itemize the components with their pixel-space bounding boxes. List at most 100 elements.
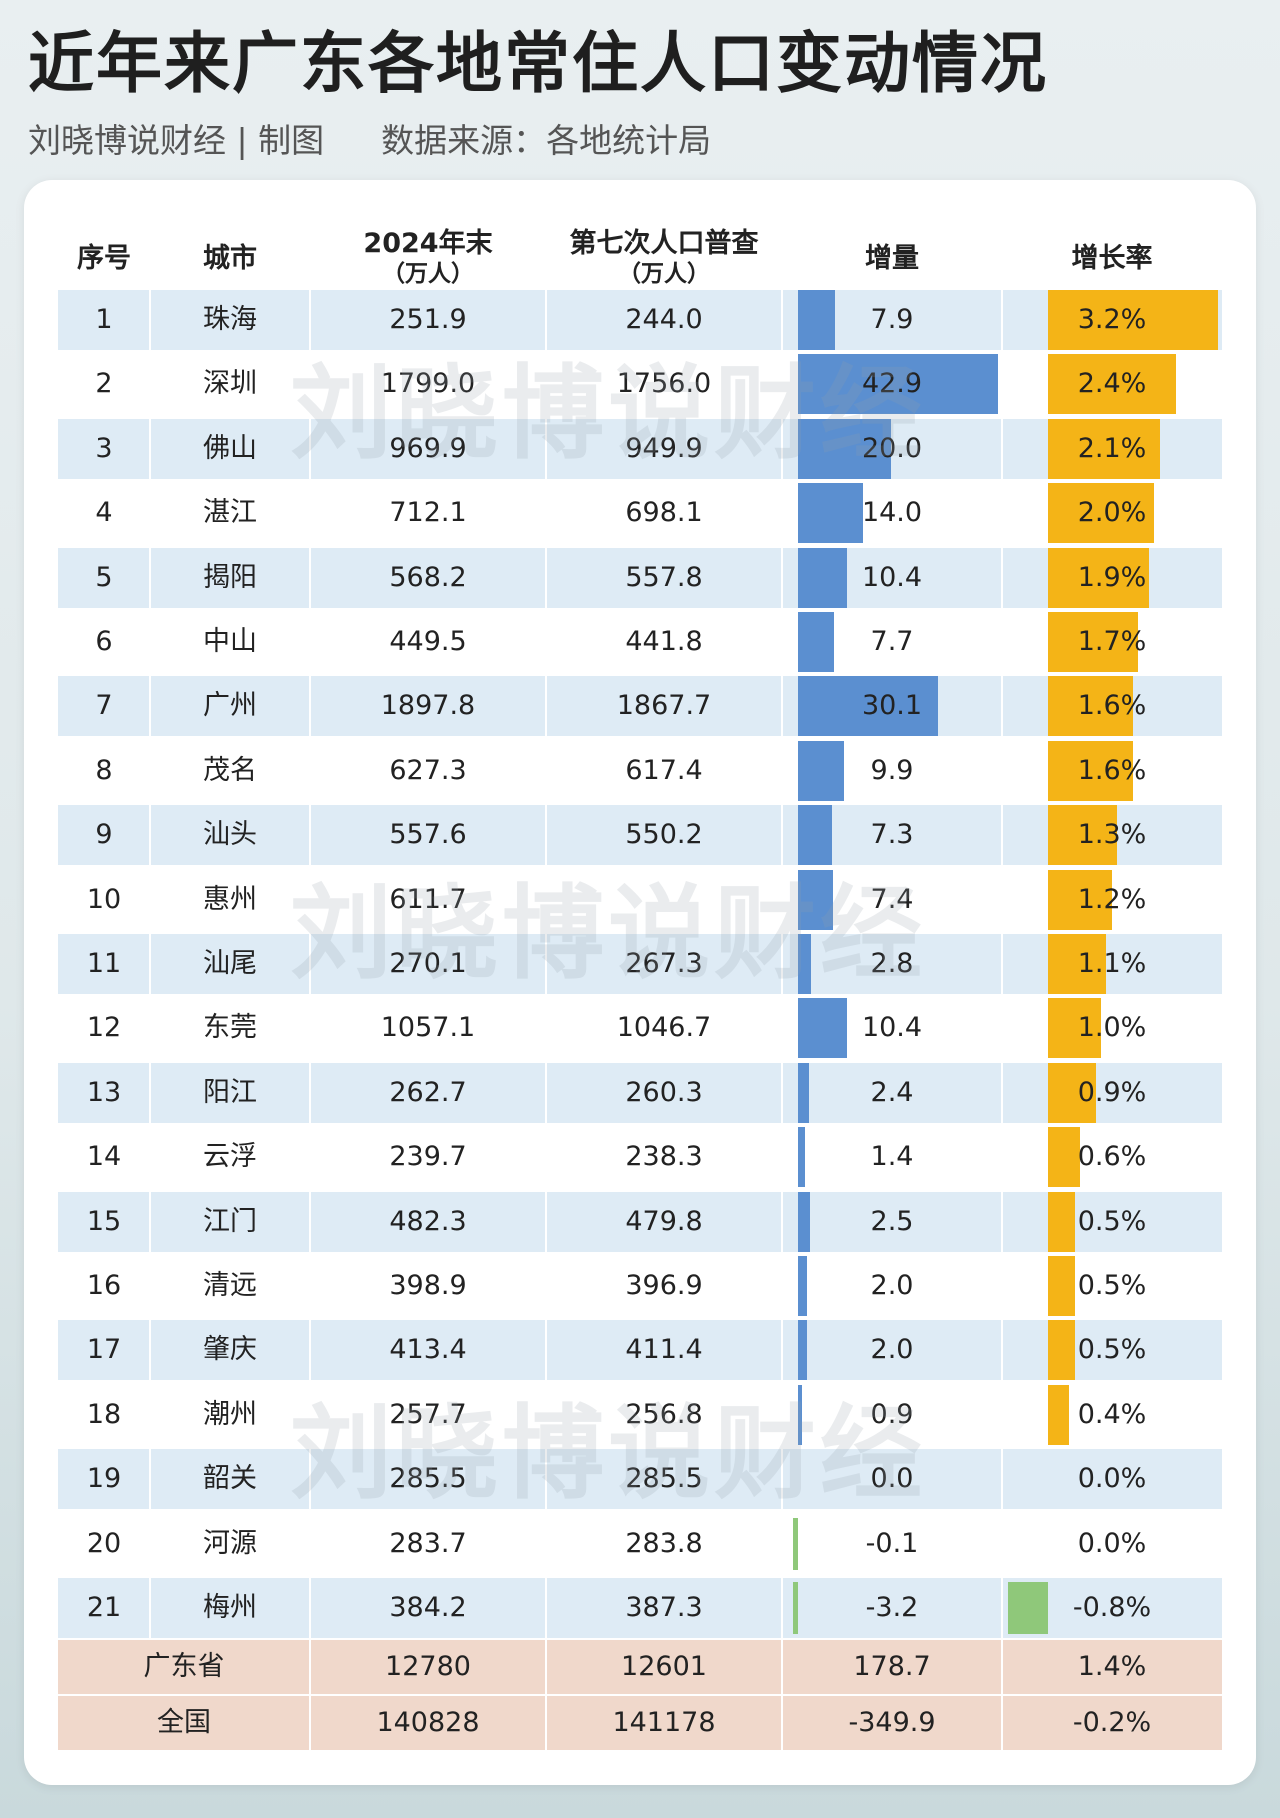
- column-divider: [149, 612, 151, 672]
- summary-rate-cell: -0.2%: [1072, 1707, 1152, 1739]
- city-cell: 汕尾: [203, 948, 257, 979]
- rank-cell: 7: [95, 690, 113, 722]
- column-divider: [545, 1384, 547, 1445]
- increase-value: 10.4: [861, 1012, 923, 1044]
- column-divider: [149, 547, 151, 608]
- column-divider: [545, 1062, 547, 1123]
- column-divider: [149, 1062, 151, 1123]
- column-divider: [545, 1127, 547, 1188]
- table-row: 10 惠州 611.7 7.4 1.2%: [58, 869, 1222, 930]
- increase-bar: [798, 547, 847, 608]
- rank-cell: 4: [95, 497, 113, 529]
- column-divider: [309, 869, 311, 930]
- increase-bar: [798, 1127, 805, 1188]
- column-divider: [545, 483, 547, 544]
- pop-census-cell: 256.8: [625, 1398, 703, 1430]
- increase-bar: [798, 1062, 810, 1123]
- rank-cell: 5: [95, 561, 113, 593]
- rank-cell: 2: [95, 368, 113, 400]
- summary-pop-census-cell: 141178: [612, 1707, 716, 1739]
- increase-bar-negative: [793, 1582, 798, 1634]
- pop-2024-cell: 712.1: [389, 497, 467, 529]
- increase-value: 2.0: [870, 1334, 914, 1366]
- city-cell: 珠海: [203, 304, 257, 335]
- city-cell: 阳江: [203, 1076, 257, 1108]
- rate-bar: [1048, 1256, 1075, 1316]
- rate-bar: [1048, 290, 1218, 350]
- pop-2024-cell: 398.9: [389, 1270, 467, 1301]
- rate-bar: [1048, 676, 1133, 737]
- pop-census-cell: 949.9: [625, 432, 703, 464]
- column-divider: [781, 1513, 783, 1574]
- table-row: 7 广州 1897.8 1867.7 30.1 1.6%: [58, 676, 1222, 737]
- pop-census-cell: 238.3: [625, 1141, 703, 1173]
- pop-2024-cell: 283.7: [389, 1527, 467, 1559]
- column-divider: [1001, 934, 1003, 994]
- city-cell: 韶关: [203, 1463, 257, 1495]
- column-divider: [781, 869, 783, 930]
- rate-value: 1.0%: [1077, 1012, 1147, 1044]
- rate-bar: [1048, 998, 1102, 1059]
- increase-value: 42.9: [861, 368, 923, 400]
- column-divider: [781, 1578, 783, 1638]
- pop-2024-cell: 257.7: [389, 1398, 467, 1430]
- column-divider: [149, 418, 151, 479]
- rank-cell: 8: [95, 754, 113, 786]
- pop-census-cell: 260.3: [625, 1076, 703, 1108]
- column-divider: [545, 869, 547, 930]
- increase-bar: [798, 1256, 808, 1316]
- column-divider: [1001, 1696, 1003, 1757]
- rank-cell: 20: [86, 1527, 122, 1559]
- increase-value: 0.0: [870, 1463, 914, 1495]
- subtitle-separator: |: [236, 121, 248, 160]
- city-cell: 河源: [203, 1527, 257, 1559]
- column-divider: [781, 547, 783, 608]
- rate-value: 0.0%: [1077, 1463, 1147, 1495]
- column-divider: [309, 1384, 311, 1445]
- column-divider: [309, 547, 311, 608]
- rate-value: 0.5%: [1077, 1270, 1147, 1301]
- summary-row: 全国 140828 141178 -349.9 -0.2%: [58, 1696, 1222, 1757]
- header-pop-2024-unit: （万人）: [382, 261, 474, 287]
- column-divider: [1001, 612, 1003, 672]
- rate-value: 1.7%: [1077, 626, 1147, 657]
- increase-bar-negative: [793, 1517, 798, 1570]
- column-divider: [309, 418, 311, 479]
- increase-bar: [798, 740, 845, 801]
- column-divider: [545, 1256, 547, 1316]
- column-divider: [781, 998, 783, 1059]
- city-cell: 肇庆: [203, 1334, 257, 1366]
- column-divider: [309, 612, 311, 672]
- header-rank: 序号: [58, 228, 150, 290]
- table-row: 13 阳江 262.7 260.3 2.4 0.9%: [58, 1062, 1222, 1123]
- column-divider: [545, 676, 547, 737]
- column-divider: [781, 740, 783, 801]
- city-cell: 清远: [203, 1270, 257, 1301]
- column-divider: [309, 676, 311, 737]
- table-row: 17 肇庆 413.4 411.4 2.0 0.5%: [58, 1320, 1222, 1381]
- rate-value: 1.2%: [1077, 883, 1147, 915]
- column-divider: [781, 1696, 783, 1757]
- increase-value: 7.3: [870, 819, 914, 851]
- pop-census-cell: 557.8: [625, 561, 703, 593]
- column-divider: [1001, 1384, 1003, 1445]
- rate-value: 3.2%: [1077, 304, 1147, 335]
- increase-bar: [798, 290, 835, 350]
- increase-bar: [798, 998, 847, 1059]
- table-row: 19 韶关 285.5 285.5 0.0 0.0%: [58, 1449, 1222, 1510]
- rate-bar: [1048, 1127, 1080, 1188]
- column-divider: [1001, 1062, 1003, 1123]
- subtitle-author: 刘晓博说财经: [28, 121, 226, 160]
- city-cell: 惠州: [203, 883, 257, 915]
- city-cell: 茂名: [203, 754, 257, 786]
- column-divider: [1001, 547, 1003, 608]
- column-divider: [545, 1513, 547, 1574]
- pop-census-cell: 1867.7: [616, 690, 712, 722]
- header-rate: 增长率: [1002, 228, 1222, 290]
- column-divider: [1001, 1578, 1003, 1638]
- table-row: 8 茂名 627.3 617.4 9.9 1.6%: [58, 740, 1222, 801]
- rate-value: 0.4%: [1077, 1398, 1147, 1430]
- increase-bar: [798, 1191, 810, 1252]
- pop-census-cell: 550.2: [625, 819, 703, 851]
- column-divider: [1001, 418, 1003, 479]
